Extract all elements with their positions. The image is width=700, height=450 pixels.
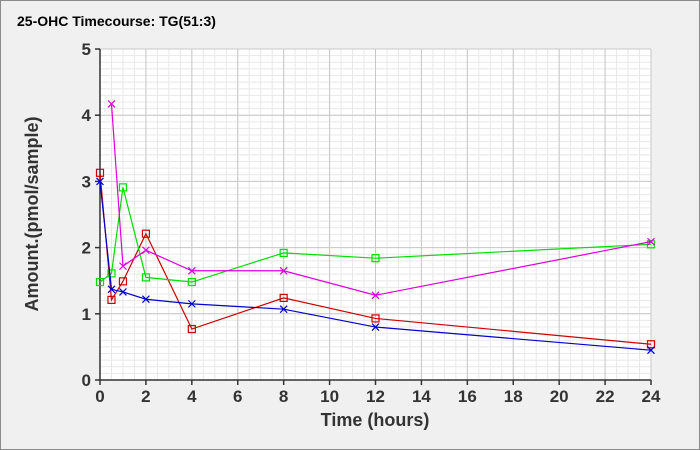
x-axis-label: Time (hours) <box>321 410 430 430</box>
series-1 <box>95 168 656 349</box>
x-tick-label: 22 <box>596 387 615 406</box>
y-axis-label: Amount.(pmol/sample) <box>22 116 42 311</box>
data-point <box>371 314 380 323</box>
chart-title: 25-OHC Timecourse: TG(51:3) <box>17 13 216 29</box>
data-point <box>141 273 151 282</box>
y-tick-label: 2 <box>82 239 91 258</box>
x-tick-label: 20 <box>550 387 569 406</box>
data-point <box>187 266 196 275</box>
y-tick-label: 0 <box>82 371 91 390</box>
x-tick-label: 2 <box>141 387 150 406</box>
data-point <box>187 277 196 287</box>
data-point <box>141 246 150 255</box>
series-4 <box>96 177 655 355</box>
data-point <box>95 168 105 177</box>
data-point <box>107 285 116 294</box>
data-point <box>371 323 380 331</box>
data-point <box>118 277 128 286</box>
data-point <box>95 277 105 287</box>
data-point <box>119 262 127 271</box>
data-point <box>187 299 196 308</box>
data-point <box>646 240 656 249</box>
data-point <box>646 340 656 349</box>
data-point <box>279 266 288 275</box>
data-point <box>647 237 655 246</box>
data-point <box>279 305 288 314</box>
x-tick-label: 4 <box>187 387 197 406</box>
data-point <box>279 248 288 257</box>
x-tick-label: 24 <box>642 387 661 406</box>
x-tick-label: 0 <box>95 387 104 406</box>
data-point <box>107 269 116 278</box>
y-tick-label: 3 <box>82 172 91 191</box>
x-tick-label: 8 <box>279 387 288 406</box>
series-line <box>99 181 652 351</box>
data-point <box>371 254 380 263</box>
series-layer <box>95 100 656 355</box>
data-point <box>96 177 104 186</box>
y-tick-label: 4 <box>82 106 92 125</box>
data-point <box>107 295 116 304</box>
x-tick-label: 10 <box>320 387 339 406</box>
data-point <box>279 293 288 303</box>
data-point <box>141 229 151 238</box>
data-point <box>187 324 196 334</box>
x-tick-label: 16 <box>458 387 477 406</box>
series-2 <box>95 183 656 287</box>
series-line <box>99 187 652 283</box>
data-point <box>647 346 655 355</box>
series-3 <box>107 100 655 300</box>
data-point <box>118 183 128 192</box>
x-tick-label: 18 <box>504 387 523 406</box>
y-tick-labels: 0 1 2 3 4 5 <box>82 40 100 390</box>
x-tick-label: 14 <box>412 387 431 406</box>
data-point <box>371 291 380 300</box>
data-point <box>107 100 116 108</box>
x-tick-labels: 0 2 4 6 8 10 12 14 16 18 20 22 24 <box>95 380 661 406</box>
x-tick-label: 12 <box>366 387 385 406</box>
y-tick-label: 1 <box>82 305 91 324</box>
data-point <box>119 288 127 296</box>
data-point <box>141 295 150 304</box>
x-tick-label: 6 <box>233 387 242 406</box>
y-tick-label: 5 <box>82 40 91 59</box>
